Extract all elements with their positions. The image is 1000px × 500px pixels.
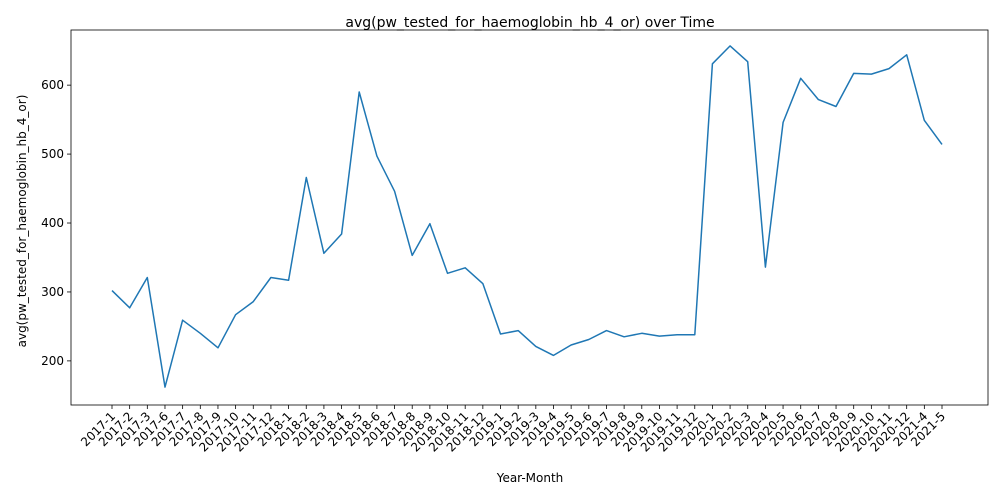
data-point xyxy=(304,176,308,180)
data-point xyxy=(393,189,397,193)
data-point xyxy=(375,154,379,158)
data-point xyxy=(587,338,591,342)
series-line xyxy=(111,45,943,388)
data-point xyxy=(781,120,785,124)
data-point xyxy=(905,53,909,57)
data-point xyxy=(410,253,414,257)
data-point xyxy=(269,276,273,280)
data-point xyxy=(746,60,750,64)
data-point xyxy=(110,289,114,293)
data-point xyxy=(834,105,838,109)
data-point xyxy=(516,329,520,333)
data-point xyxy=(340,232,344,236)
data-point xyxy=(922,118,926,122)
data-point xyxy=(128,306,132,310)
data-point xyxy=(446,271,450,275)
data-point xyxy=(799,76,803,80)
y-tick-label: 200 xyxy=(41,354,64,368)
y-tick-label: 300 xyxy=(41,285,64,299)
data-point xyxy=(216,346,220,350)
data-point xyxy=(322,251,326,255)
data-point xyxy=(940,142,944,146)
data-point xyxy=(251,300,255,304)
data-point xyxy=(605,329,609,333)
data-point xyxy=(198,331,202,335)
data-point xyxy=(869,72,873,76)
data-point xyxy=(499,332,503,336)
y-axis-label: avg(pw_tested_for_haemoglobin_hb_4_or) xyxy=(15,95,29,348)
data-point xyxy=(163,385,167,389)
data-point xyxy=(428,222,432,226)
y-tick-label: 400 xyxy=(41,216,64,230)
data-point xyxy=(569,343,573,347)
data-point xyxy=(145,276,149,280)
data-point xyxy=(534,344,538,348)
data-point xyxy=(693,333,697,337)
data-point xyxy=(552,353,556,357)
y-tick-label: 500 xyxy=(41,147,64,161)
data-point xyxy=(481,282,485,286)
y-tick-label: 600 xyxy=(41,78,64,92)
plot-frame xyxy=(70,29,989,406)
chart-title: avg(pw_tested_for_haemoglobin_hb_4_or) o… xyxy=(345,15,714,31)
data-point xyxy=(181,318,185,322)
data-point xyxy=(287,278,291,282)
data-point xyxy=(640,331,644,335)
data-point xyxy=(728,44,732,48)
data-point xyxy=(463,266,467,270)
data-point xyxy=(657,334,661,338)
plot-area: 2003004005006002017-12017-22017-32017-62… xyxy=(41,29,989,455)
data-point xyxy=(357,90,361,94)
data-point xyxy=(622,335,626,339)
data-point xyxy=(887,67,891,71)
data-point xyxy=(852,71,856,75)
data-point xyxy=(816,98,820,102)
x-axis-label: Year-Month xyxy=(496,471,564,485)
data-point xyxy=(675,333,679,337)
data-point xyxy=(234,313,238,317)
data-point xyxy=(710,62,714,66)
data-point xyxy=(763,265,767,269)
